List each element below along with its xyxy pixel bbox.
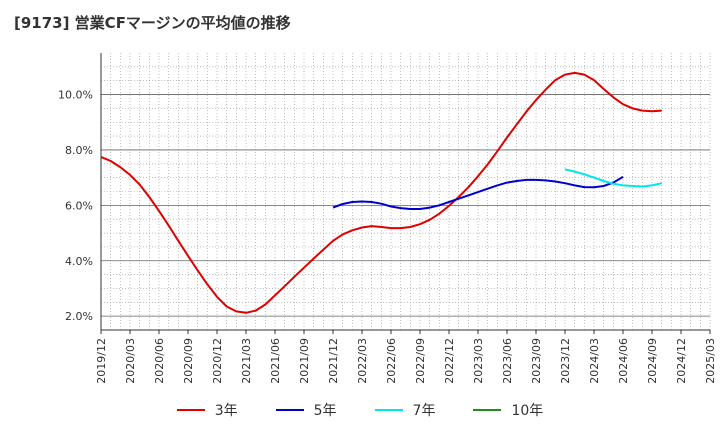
y-tick-label: 6.0% xyxy=(65,199,93,212)
chart-legend: 3年 5年 7年 10年 xyxy=(0,400,720,420)
x-tick-label: 2021/06 xyxy=(269,338,282,384)
y-tick-label: 2.0% xyxy=(65,310,93,323)
x-tick-label: 2021/03 xyxy=(240,338,253,384)
series-line-0 xyxy=(100,71,662,314)
x-tick-label: 2024/03 xyxy=(588,338,601,384)
x-tick-label: 2020/06 xyxy=(153,338,166,384)
y-tick-label: 4.0% xyxy=(65,255,93,268)
x-tick-label: 2023/03 xyxy=(472,338,485,384)
legend-swatch-3y xyxy=(176,409,205,411)
x-tick-label: 2023/12 xyxy=(559,338,572,384)
x-tick-label: 2020/12 xyxy=(211,338,224,384)
legend-item-3y: 3年 xyxy=(176,400,238,420)
x-tick-label: 2025/03 xyxy=(704,338,717,384)
legend-swatch-5y xyxy=(275,409,304,411)
legend-label-3y: 3年 xyxy=(214,403,238,419)
x-tick-label: 2023/09 xyxy=(530,338,543,384)
y-tick-label: 10.0% xyxy=(58,89,93,102)
x-tick-label: 2020/03 xyxy=(124,338,137,384)
y-tick-label: 8.0% xyxy=(65,144,93,157)
x-tick-label: 2024/12 xyxy=(675,338,688,384)
x-tick-label: 2019/12 xyxy=(95,338,108,384)
x-tick-label: 2020/09 xyxy=(182,338,195,384)
series-line-2 xyxy=(564,168,662,188)
x-tick-label: 2021/12 xyxy=(327,338,340,384)
legend-item-5y: 5年 xyxy=(275,400,337,420)
x-tick-label: 2023/06 xyxy=(501,338,514,384)
x-tick-label: 2022/03 xyxy=(356,338,369,384)
line-chart: 2.0% 4.0% 6.0% 8.0% 10.0% 2019/12 2020/03 2020/… xyxy=(58,53,717,384)
legend-label-7y: 7年 xyxy=(412,403,436,419)
x-tick-label: 2024/06 xyxy=(617,338,630,384)
x-tick-label: 2024/09 xyxy=(646,338,659,384)
legend-label-5y: 5年 xyxy=(313,403,337,419)
legend-label-10y: 10年 xyxy=(511,403,544,419)
legend-item-7y: 7年 xyxy=(374,400,436,420)
x-tick-label: 2022/06 xyxy=(385,338,398,384)
chart-title: [9173] 営業CFマージンの平均値の推移 xyxy=(14,14,291,32)
x-tick-label: 2021/09 xyxy=(298,338,311,384)
series-line-1 xyxy=(332,175,624,210)
legend-swatch-7y xyxy=(374,409,403,411)
x-tick-label: 2022/12 xyxy=(443,338,456,384)
legend-swatch-10y xyxy=(473,409,502,411)
x-tick-label: 2022/09 xyxy=(414,338,427,384)
legend-item-10y: 10年 xyxy=(473,400,543,420)
